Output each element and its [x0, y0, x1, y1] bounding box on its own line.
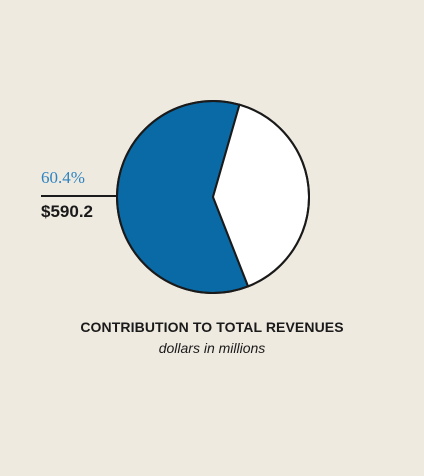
chart-title: CONTRIBUTION TO TOTAL REVENUES — [80, 319, 344, 335]
slice-percent-label: 60.4% — [41, 168, 85, 187]
slice-value-label: $590.2 — [41, 202, 93, 221]
chart-subtitle: dollars in millions — [158, 340, 266, 356]
